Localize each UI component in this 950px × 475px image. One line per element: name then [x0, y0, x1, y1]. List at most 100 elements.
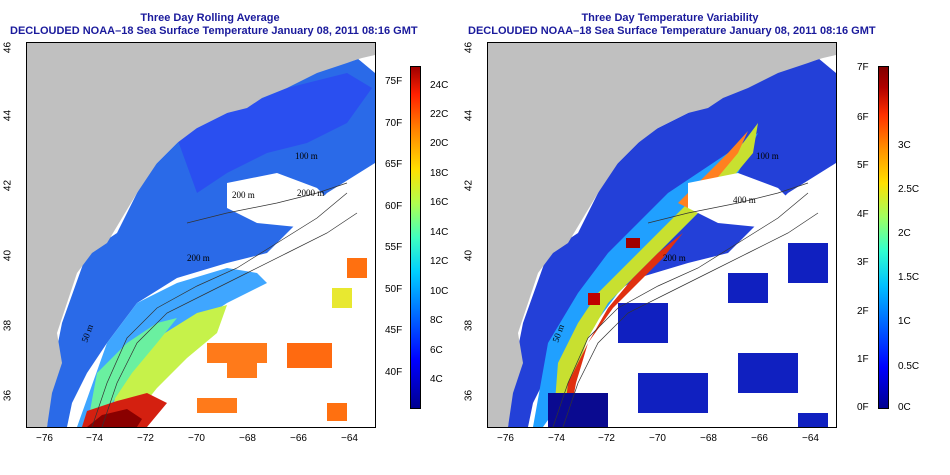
- colorbar-label-f: 1F: [857, 354, 869, 365]
- y-tick: 38: [2, 319, 14, 332]
- x-tick: −76: [36, 433, 53, 444]
- y-tick: 44: [2, 109, 14, 122]
- x-tick: −72: [598, 433, 615, 444]
- colorbar-label-f: 50F: [385, 284, 403, 295]
- colorbar-label-c: 3C: [898, 140, 911, 151]
- x-tick: −76: [497, 433, 514, 444]
- variability-peak: [588, 293, 600, 305]
- colorbar-label-c: 2C: [898, 228, 911, 239]
- warm-patch: [332, 288, 352, 308]
- colorbar-label-c: 1.5C: [898, 272, 920, 283]
- land-mainland: [488, 43, 836, 427]
- left-sst-map: 100 m 200 m 2000 m 200 m 50 m: [26, 42, 376, 428]
- sst-gulf-of-maine: [177, 73, 372, 193]
- colorbar-label-f: 65F: [385, 159, 403, 170]
- y-tick: 40: [2, 249, 14, 262]
- colorbar-label-f: 3F: [857, 257, 869, 268]
- offshore-patch: [738, 353, 798, 393]
- colorbar-label-f: 2F: [857, 306, 869, 317]
- colorbar-label-f: 40F: [385, 367, 403, 378]
- colorbar-label-c: 0C: [898, 402, 911, 413]
- contour-label: 2000 m: [297, 188, 324, 198]
- colorbar-label-c: 2.5C: [898, 184, 920, 195]
- offshore-patch: [788, 243, 828, 283]
- colorbar-label-c: 0.5C: [898, 361, 920, 372]
- y-tick: 46: [463, 41, 475, 54]
- colorbar-label-c: 24C: [430, 80, 449, 91]
- colorbar-label-f: 60F: [385, 201, 403, 212]
- colorbar-label-f: 7F: [857, 62, 869, 73]
- sst-gulf-stream-core: [87, 409, 142, 427]
- colorbar-label-c: 20C: [430, 138, 449, 149]
- sst-green-band: [87, 318, 177, 427]
- contour-label: 200 m: [663, 253, 686, 263]
- y-tick: 36: [2, 389, 14, 402]
- y-tick: 42: [2, 179, 14, 192]
- colorbar-label-f: 55F: [385, 242, 403, 253]
- colorbar-label-f: 0F: [857, 402, 869, 413]
- left-map-subtitle: DECLOUDED NOAA–18 Sea Surface Temperatur…: [10, 25, 418, 37]
- offshore-patch: [548, 393, 608, 427]
- y-tick: 46: [2, 41, 14, 54]
- warm-patch: [287, 343, 332, 368]
- offshore-patch: [728, 273, 768, 303]
- x-tick: −74: [548, 433, 565, 444]
- offshore-patch: [638, 373, 708, 413]
- y-tick: 36: [463, 389, 475, 402]
- offshore-patch: [618, 303, 668, 343]
- colorbar-label-c: 12C: [430, 256, 449, 267]
- x-tick: −64: [341, 433, 358, 444]
- land-nova-scotia: [287, 43, 375, 83]
- colorbar-label-c: 4C: [430, 374, 443, 385]
- colorbar-label-c: 16C: [430, 197, 449, 208]
- colorbar-label-c: 18C: [430, 168, 449, 179]
- colorbar-label-f: 5F: [857, 160, 869, 171]
- x-tick: −66: [751, 433, 768, 444]
- colorbar-label-f: 6F: [857, 112, 869, 123]
- x-tick: −66: [290, 433, 307, 444]
- y-tick: 38: [463, 319, 475, 332]
- right-map-subtitle: DECLOUDED NOAA–18 Sea Surface Temperatur…: [468, 25, 876, 37]
- x-tick: −72: [137, 433, 154, 444]
- offshore-patch: [798, 413, 828, 427]
- cloud-gap: [227, 173, 337, 228]
- y-tick: 44: [463, 109, 475, 122]
- colorbar-label-c: 10C: [430, 286, 449, 297]
- right-colorbar: [878, 66, 889, 409]
- warm-patch: [327, 403, 347, 421]
- contour-label: 100 m: [295, 151, 318, 161]
- x-tick: −70: [188, 433, 205, 444]
- variability-peak: [626, 238, 640, 248]
- contour-label: 200 m: [187, 253, 210, 263]
- right-map-title: Three Day Temperature Variability: [581, 12, 759, 24]
- land-nova-scotia: [748, 43, 836, 83]
- colorbar-label-c: 8C: [430, 315, 443, 326]
- y-tick: 40: [463, 249, 475, 262]
- right-variability-map: 100 m 200 m 400 m 50 m: [487, 42, 837, 428]
- contour-label: 400 m: [733, 195, 756, 205]
- warm-patch: [197, 398, 237, 413]
- colorbar-label-c: 6C: [430, 345, 443, 356]
- warm-patch: [227, 363, 257, 378]
- colorbar-label-c: 14C: [430, 227, 449, 238]
- contour-label: 200 m: [232, 190, 255, 200]
- colorbar-label-c: 1C: [898, 316, 911, 327]
- left-map-title: Three Day Rolling Average: [140, 12, 280, 24]
- land-mainland: [27, 43, 375, 427]
- colorbar-label-f: 45F: [385, 325, 403, 336]
- left-colorbar: [410, 66, 421, 409]
- cloud-gap: [688, 173, 798, 228]
- sst-cold-shelf-region: [47, 58, 375, 427]
- y-tick: 42: [463, 179, 475, 192]
- x-tick: −68: [239, 433, 256, 444]
- colorbar-label-f: 70F: [385, 118, 403, 129]
- x-tick: −70: [649, 433, 666, 444]
- warm-patch: [207, 343, 267, 363]
- warm-patch: [347, 258, 367, 278]
- x-tick: −64: [802, 433, 819, 444]
- colorbar-label-f: 75F: [385, 76, 403, 87]
- contour-label: 100 m: [756, 151, 779, 161]
- x-tick: −68: [700, 433, 717, 444]
- x-tick: −74: [86, 433, 103, 444]
- colorbar-label-c: 22C: [430, 109, 449, 120]
